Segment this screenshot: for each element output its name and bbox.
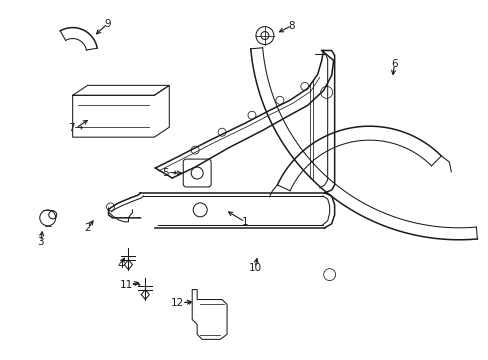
Text: 2: 2 xyxy=(84,223,91,233)
Text: 5→: 5→ xyxy=(163,168,178,178)
Text: 7→: 7→ xyxy=(68,123,83,133)
Text: 6: 6 xyxy=(390,59,397,69)
Text: 4: 4 xyxy=(117,260,123,270)
Text: 9: 9 xyxy=(104,19,111,28)
Text: 1: 1 xyxy=(241,217,248,227)
Text: 10: 10 xyxy=(248,263,261,273)
Text: 8: 8 xyxy=(288,21,295,31)
Text: 11→: 11→ xyxy=(119,280,141,289)
Text: 12→: 12→ xyxy=(171,297,193,307)
Text: 3: 3 xyxy=(38,237,44,247)
